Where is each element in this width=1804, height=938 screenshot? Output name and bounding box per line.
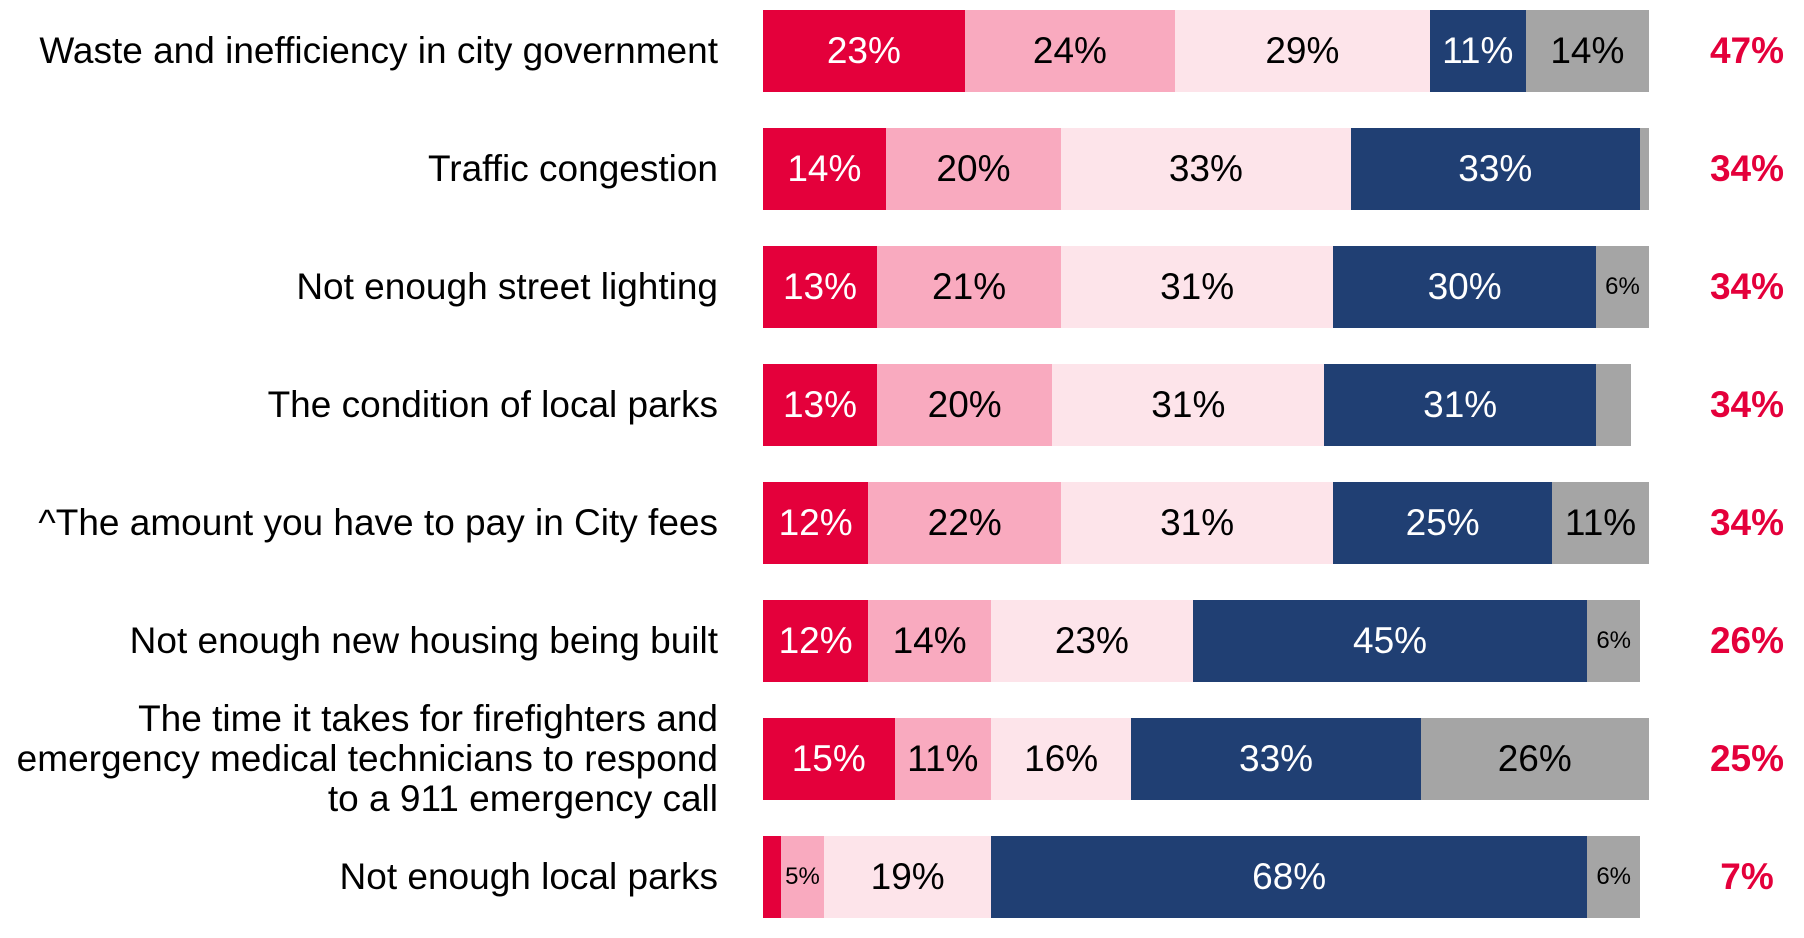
total-label: 34% bbox=[1709, 148, 1785, 189]
data-label: 21% bbox=[932, 266, 1007, 307]
bar-segment: 33% bbox=[1131, 718, 1421, 800]
data-label: 14% bbox=[892, 620, 967, 661]
category-label: ^The amount you have to pay in City fees bbox=[38, 502, 718, 543]
bar-segment: 30% bbox=[1333, 246, 1597, 328]
data-label: 15% bbox=[791, 738, 866, 779]
bar-segment: 31% bbox=[1061, 246, 1334, 328]
data-label: 6% bbox=[1596, 863, 1632, 890]
bar-segment bbox=[1640, 128, 1649, 210]
data-label: 23% bbox=[1054, 620, 1129, 661]
data-label: 19% bbox=[870, 856, 945, 897]
data-label: 11% bbox=[1442, 30, 1514, 71]
data-label: 68% bbox=[1252, 856, 1327, 897]
data-label: 31% bbox=[1160, 266, 1235, 307]
total-label: 34% bbox=[1709, 266, 1785, 307]
category-label: The condition of local parks bbox=[267, 384, 718, 425]
data-label: 33% bbox=[1239, 738, 1314, 779]
data-label: 14% bbox=[1550, 30, 1625, 71]
bar-segment: 13% bbox=[763, 246, 877, 328]
bar-segment: 23% bbox=[991, 600, 1193, 682]
data-label: 24% bbox=[1032, 30, 1107, 71]
data-label: 11% bbox=[1564, 502, 1637, 543]
bar-segment: 29% bbox=[1175, 10, 1430, 92]
data-label: 6% bbox=[1605, 273, 1640, 300]
bar-segment: 33% bbox=[1061, 128, 1351, 210]
data-label: 31% bbox=[1160, 502, 1235, 543]
bar-segment: 15% bbox=[763, 718, 895, 800]
total-label: 34% bbox=[1709, 384, 1785, 425]
bar-segment: 20% bbox=[885, 128, 1062, 210]
data-label: 33% bbox=[1458, 148, 1533, 189]
data-label: 23% bbox=[826, 30, 901, 71]
bar-segment: 33% bbox=[1350, 128, 1640, 210]
bar-segment: 6% bbox=[1587, 836, 1640, 918]
data-label: 16% bbox=[1024, 738, 1099, 779]
bar-segment: 24% bbox=[964, 10, 1176, 92]
bar-segment bbox=[1596, 364, 1632, 446]
bar-segment: 12% bbox=[763, 600, 869, 682]
data-label: 29% bbox=[1265, 30, 1340, 71]
bar-segment: 14% bbox=[1525, 10, 1649, 92]
bar-segment: 11% bbox=[1552, 482, 1649, 564]
data-label: 13% bbox=[782, 266, 858, 307]
bar-segment: 12% bbox=[763, 482, 869, 564]
data-label: 30% bbox=[1427, 266, 1502, 307]
data-label: 12% bbox=[778, 620, 853, 661]
bar-segment: 20% bbox=[877, 364, 1053, 446]
bar-segment: 25% bbox=[1333, 482, 1553, 564]
bar-segment: 14% bbox=[868, 600, 991, 682]
bar-segment: 68% bbox=[991, 836, 1588, 918]
bar-segment: 31% bbox=[1052, 364, 1325, 446]
data-label: 25% bbox=[1405, 502, 1480, 543]
data-label: 20% bbox=[927, 384, 1002, 425]
category-label: Waste and inefficiency in city governmen… bbox=[39, 30, 718, 71]
total-label: 47% bbox=[1709, 30, 1785, 71]
total-label: 7% bbox=[1720, 856, 1774, 897]
bar-segment: 6% bbox=[1596, 246, 1649, 328]
category-label: Not enough street lighting bbox=[296, 266, 718, 307]
data-label: 6% bbox=[1596, 627, 1632, 654]
data-label: 33% bbox=[1168, 148, 1243, 189]
data-label: 26% bbox=[1497, 738, 1572, 779]
data-label: 13% bbox=[782, 384, 858, 425]
data-label: 45% bbox=[1353, 620, 1428, 661]
bar-segment bbox=[763, 836, 781, 918]
bar-segment: 11% bbox=[894, 718, 992, 800]
bar-segment: 13% bbox=[763, 364, 877, 446]
category-label: The time it takes for firefighters and e… bbox=[16, 698, 718, 819]
category-label: Traffic congestion bbox=[428, 148, 718, 189]
bar-segment: 6% bbox=[1587, 600, 1640, 682]
category-label: Not enough local parks bbox=[339, 856, 718, 897]
bar-segment: 21% bbox=[877, 246, 1062, 328]
bar-segment: 19% bbox=[824, 836, 991, 918]
bar-segment: 14% bbox=[763, 128, 886, 210]
total-label: 25% bbox=[1709, 738, 1785, 779]
data-label: 31% bbox=[1423, 384, 1498, 425]
bar-segment: 5% bbox=[780, 836, 825, 918]
data-label: 31% bbox=[1151, 384, 1226, 425]
total-label: 34% bbox=[1709, 502, 1785, 543]
bar-segment: 22% bbox=[868, 482, 1062, 564]
data-label: 11% bbox=[907, 738, 979, 779]
data-label: 14% bbox=[787, 148, 862, 189]
bar-segment: 31% bbox=[1324, 364, 1597, 446]
bar-segment: 45% bbox=[1192, 600, 1588, 682]
bar-segment: 31% bbox=[1061, 482, 1334, 564]
data-label: 12% bbox=[778, 502, 853, 543]
bar-segment: 16% bbox=[991, 718, 1132, 800]
total-label: 26% bbox=[1709, 620, 1785, 661]
bar-segment: 26% bbox=[1420, 718, 1649, 800]
data-label: 5% bbox=[785, 863, 820, 890]
bar-segment: 11% bbox=[1429, 10, 1526, 92]
data-label: 22% bbox=[927, 502, 1002, 543]
category-label: Not enough new housing being built bbox=[129, 620, 718, 661]
data-label: 20% bbox=[936, 148, 1011, 189]
bar-segment: 23% bbox=[763, 10, 965, 92]
